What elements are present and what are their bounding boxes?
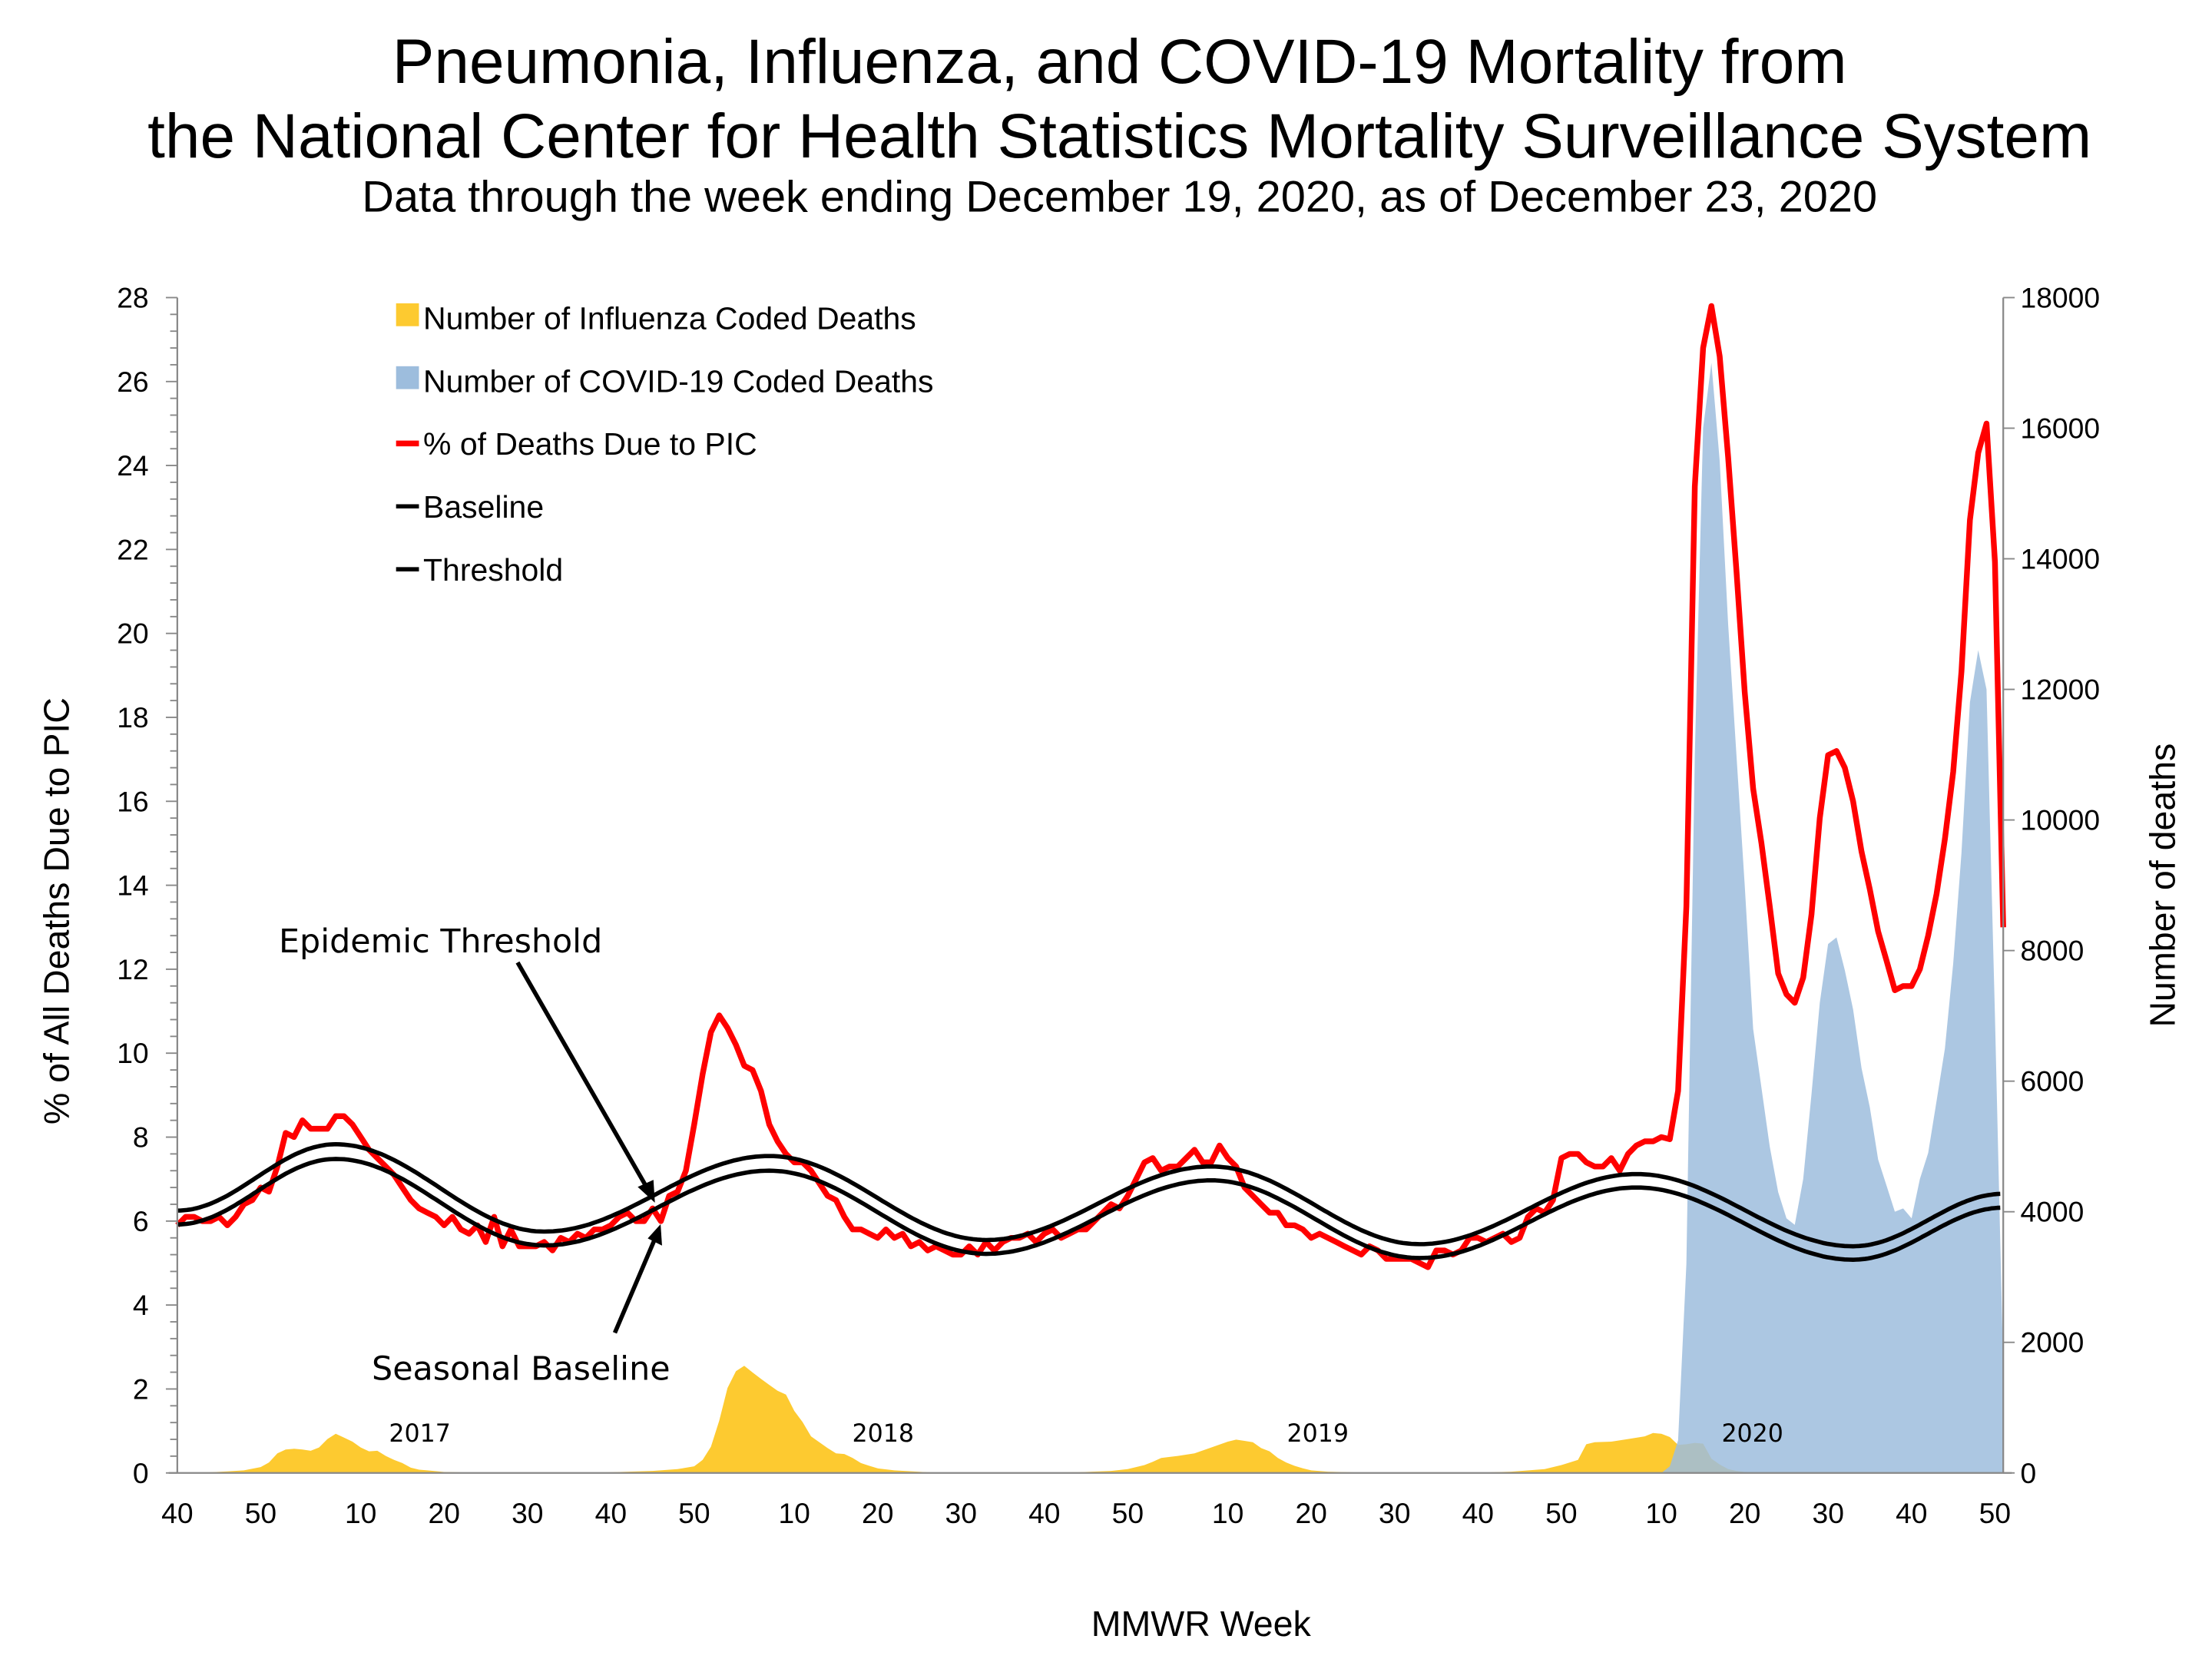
legend-swatch-influenza bbox=[396, 303, 419, 326]
annotation-threshold-arrowhead bbox=[637, 1180, 655, 1203]
x-tick-label: 30 bbox=[1379, 1497, 1410, 1529]
x-axis-label: MMWR Week bbox=[1091, 1604, 1312, 1644]
chart-title-line-2: the National Center for Health Statistic… bbox=[147, 101, 2091, 171]
annotation-seasonal-baseline: Seasonal Baseline bbox=[372, 1224, 671, 1389]
y-right-tick-label: 6000 bbox=[2021, 1065, 2085, 1098]
legend: Number of Influenza Coded Deaths Number … bbox=[396, 300, 933, 588]
y-right-tick-label: 4000 bbox=[2021, 1196, 2085, 1228]
baseline-line bbox=[177, 1157, 2001, 1262]
legend-item-covid: Number of COVID-19 Coded Deaths bbox=[396, 363, 933, 399]
y-left-tick-label: 28 bbox=[117, 281, 148, 313]
x-tick-label: 30 bbox=[512, 1497, 543, 1529]
x-tick-label: 10 bbox=[1212, 1497, 1243, 1529]
y-right-tick-label: 8000 bbox=[2021, 935, 2085, 967]
year-label-2018: 2018 bbox=[853, 1420, 914, 1448]
x-tick-label: 50 bbox=[678, 1497, 710, 1529]
legend-label-covid: Number of COVID-19 Coded Deaths bbox=[423, 363, 933, 399]
legend-item-pic: % of Deaths Due to PIC bbox=[396, 426, 757, 462]
y-left-tick-label: 6 bbox=[133, 1205, 149, 1237]
pic-percent-line bbox=[175, 303, 2006, 1270]
y-left-tick-label: 0 bbox=[133, 1457, 149, 1489]
annotation-baseline-arrow bbox=[612, 1234, 659, 1334]
x-tick-label: 30 bbox=[945, 1497, 977, 1529]
line-series-layer bbox=[175, 303, 2006, 1270]
y-right-tick-label: 18000 bbox=[2021, 281, 2101, 313]
chart-subtitle: Data through the week ending December 19… bbox=[362, 173, 1877, 222]
year-label-2020: 2020 bbox=[1721, 1420, 1783, 1448]
x-tick-label: 10 bbox=[778, 1497, 810, 1529]
x-tick-label: 20 bbox=[1729, 1497, 1760, 1529]
y-left-tick-label: 14 bbox=[117, 869, 148, 902]
y-left-tick-label: 16 bbox=[117, 785, 148, 817]
influenza-deaths-area bbox=[177, 1366, 2004, 1473]
axes-layer: 0246810121416182022242628020004000600080… bbox=[117, 281, 2100, 1528]
y-left-tick-label: 2 bbox=[133, 1373, 149, 1405]
x-tick-label: 40 bbox=[1028, 1497, 1060, 1529]
y-left-tick-label: 20 bbox=[117, 618, 148, 650]
y-right-tick-label: 12000 bbox=[2021, 674, 2101, 706]
x-tick-label: 40 bbox=[1462, 1497, 1494, 1529]
year-label-2019: 2019 bbox=[1287, 1420, 1349, 1448]
year-label-2017: 2017 bbox=[389, 1420, 450, 1448]
x-tick-label: 20 bbox=[862, 1497, 893, 1529]
x-tick-label: 50 bbox=[1545, 1497, 1577, 1529]
x-tick-label: 40 bbox=[1896, 1497, 1927, 1529]
annotation-threshold-label: Epidemic Threshold bbox=[279, 922, 602, 961]
y-right-tick-label: 0 bbox=[2021, 1457, 2037, 1489]
y-left-tick-label: 12 bbox=[117, 953, 148, 985]
annotation-baseline-label: Seasonal Baseline bbox=[372, 1350, 670, 1389]
x-tick-label: 50 bbox=[1112, 1497, 1144, 1529]
legend-label-threshold: Threshold bbox=[423, 552, 563, 588]
threshold-line bbox=[177, 1141, 2001, 1249]
y-right-tick-label: 16000 bbox=[2021, 412, 2101, 445]
y-axis-right-label: Number of deaths bbox=[2143, 743, 2183, 1028]
legend-item-threshold: Threshold bbox=[396, 552, 563, 588]
legend-label-baseline: Baseline bbox=[423, 489, 544, 525]
legend-item-baseline: Baseline bbox=[396, 489, 544, 525]
y-left-tick-label: 24 bbox=[117, 449, 148, 482]
annotation-epidemic-threshold: Epidemic Threshold bbox=[279, 922, 655, 1203]
legend-item-influenza: Number of Influenza Coded Deaths bbox=[396, 300, 916, 336]
x-tick-label: 50 bbox=[245, 1497, 276, 1529]
x-tick-label: 30 bbox=[1813, 1497, 1844, 1529]
legend-label-pic: % of Deaths Due to PIC bbox=[423, 426, 757, 462]
x-tick-label: 10 bbox=[1645, 1497, 1677, 1529]
annotation-threshold-arrow bbox=[515, 961, 653, 1196]
x-tick-label: 50 bbox=[1979, 1497, 2011, 1529]
legend-swatch-covid bbox=[396, 366, 419, 389]
y-left-tick-label: 10 bbox=[117, 1037, 148, 1069]
x-tick-label: 20 bbox=[1295, 1497, 1326, 1529]
y-left-tick-label: 26 bbox=[117, 366, 148, 398]
y-left-tick-label: 4 bbox=[133, 1289, 149, 1321]
y-axis-left-label: % of All Deaths Due to PIC bbox=[36, 697, 76, 1124]
area-series-layer bbox=[177, 363, 2004, 1473]
x-tick-label: 40 bbox=[595, 1497, 627, 1529]
covid-deaths-area bbox=[1661, 363, 2004, 1473]
y-right-tick-label: 10000 bbox=[2021, 804, 2101, 836]
legend-label-influenza: Number of Influenza Coded Deaths bbox=[423, 300, 916, 336]
y-left-tick-label: 22 bbox=[117, 533, 148, 565]
y-right-tick-label: 14000 bbox=[2021, 543, 2101, 575]
year-labels: 2017 2018 2019 2020 bbox=[389, 1420, 1783, 1448]
x-tick-label: 20 bbox=[429, 1497, 460, 1529]
y-right-tick-label: 2000 bbox=[2021, 1326, 2085, 1359]
x-tick-label: 40 bbox=[161, 1497, 193, 1529]
chart-title-line-1: Pneumonia, Influenza, and COVID-19 Morta… bbox=[392, 27, 1847, 97]
y-left-tick-label: 18 bbox=[117, 701, 148, 733]
x-tick-label: 10 bbox=[345, 1497, 376, 1529]
y-left-tick-label: 8 bbox=[133, 1121, 149, 1154]
